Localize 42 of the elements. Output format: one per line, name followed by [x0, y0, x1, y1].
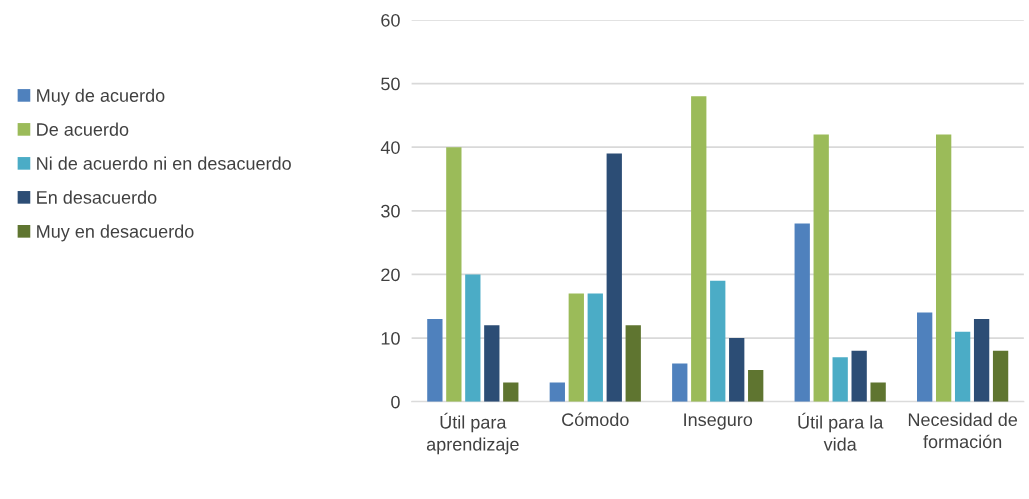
bar: [917, 312, 933, 402]
bar: [625, 325, 641, 402]
bar: [729, 338, 745, 402]
x-tick-label: Necesidad de formación: [908, 412, 1018, 449]
legend-label: Ni de acuerdo ni en desacuerdo: [37, 156, 291, 170]
bar: [503, 382, 519, 402]
y-tick-label: 10: [381, 332, 400, 345]
x-tick-label: Útil para aprendizaje: [426, 412, 519, 455]
bar: [672, 363, 688, 402]
bar: [710, 280, 726, 402]
bar: [446, 147, 462, 402]
legend-label: En desacuerdo: [37, 190, 157, 204]
bar: [606, 153, 622, 402]
legend-label: Muy de acuerdo: [37, 88, 165, 106]
y-tick-label: 50: [381, 77, 400, 91]
y-tick-label: 0: [391, 395, 400, 409]
bar: [973, 318, 990, 402]
bar: [992, 350, 1009, 402]
bar: [870, 382, 886, 402]
bar: [851, 350, 867, 402]
bar: [427, 318, 443, 402]
y-tick-label: 30: [381, 204, 400, 218]
x-tick-label: Cómodo: [562, 412, 629, 427]
x-tick-label: Útil para la vida: [798, 412, 884, 451]
bar: [954, 331, 971, 402]
bar: [587, 293, 603, 402]
bar: [936, 134, 952, 402]
legend-label: De acuerdo: [37, 122, 129, 136]
y-tick-label: 40: [380, 141, 400, 154]
bar: [465, 274, 481, 402]
bar: [691, 96, 707, 402]
bar: [549, 382, 565, 402]
bar: [813, 134, 829, 402]
bar: [794, 223, 810, 402]
y-tick-label: 60: [381, 13, 400, 27]
bar: [568, 293, 584, 402]
y-tick-label: 20: [381, 268, 400, 282]
bar: [832, 357, 848, 402]
x-tick-label: Inseguro: [684, 413, 753, 430]
bar: [484, 325, 500, 402]
legend-label: Muy en desacuerdo: [37, 224, 194, 242]
bar: [748, 369, 764, 402]
